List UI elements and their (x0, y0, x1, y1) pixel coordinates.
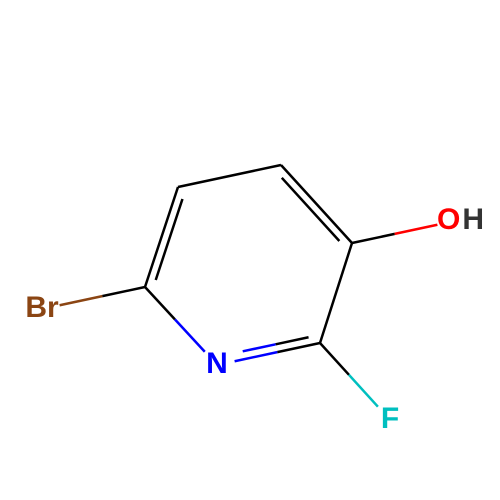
bond-line (145, 287, 175, 319)
bond-line (282, 178, 340, 241)
bond-line (102, 287, 145, 296)
bond-line (276, 337, 309, 344)
bond-line (352, 234, 395, 243)
molecule-canvas: N Br F OH (0, 0, 500, 500)
bond-line (243, 344, 276, 351)
atom-label-n: N (206, 347, 228, 380)
atom-label-f: F (381, 402, 399, 435)
bond-line (60, 296, 103, 305)
bond-line (281, 165, 352, 243)
atom-label-br: Br (25, 291, 59, 324)
bond-line (395, 225, 438, 234)
bond-line (320, 243, 352, 343)
bond-line (175, 319, 205, 351)
bond-line (145, 187, 178, 287)
bond-line (235, 352, 278, 361)
bond-line (178, 165, 281, 187)
bond-line (320, 343, 349, 375)
bond-line (349, 375, 378, 407)
atom-label-oh: OH (437, 203, 484, 236)
bond-line (277, 343, 320, 352)
